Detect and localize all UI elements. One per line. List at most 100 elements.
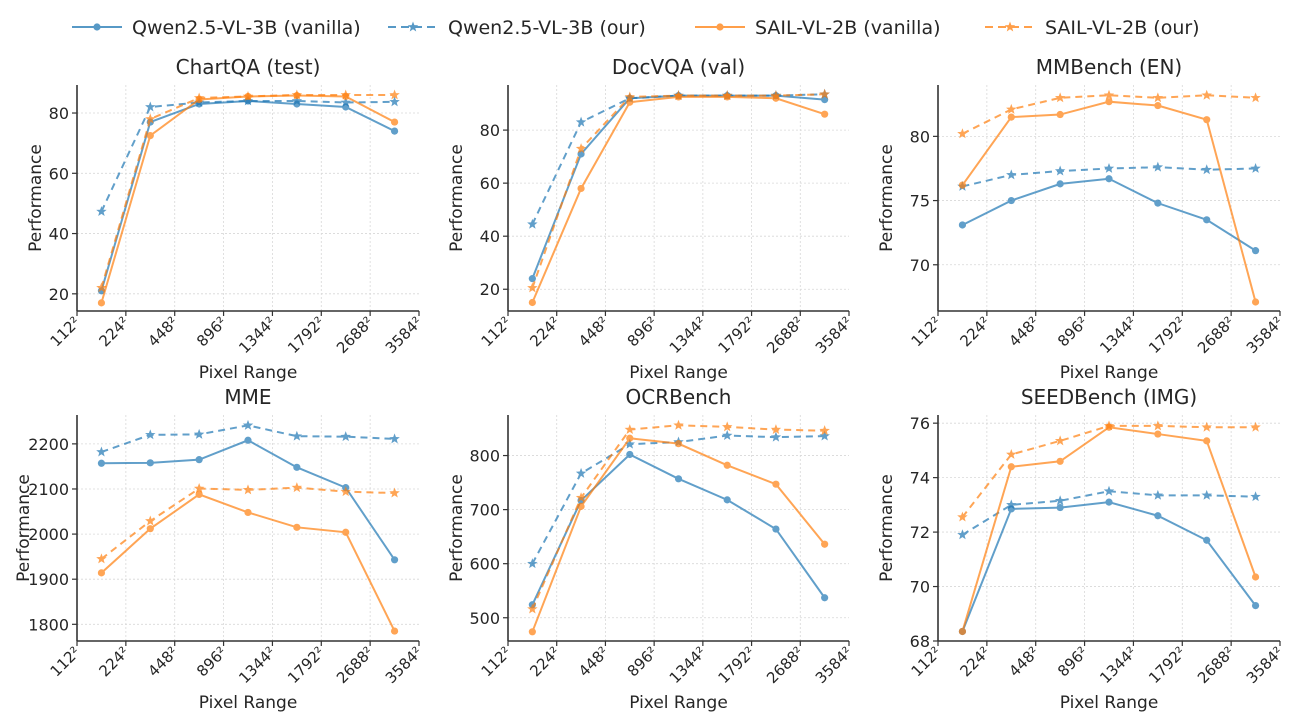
- y-axis-label: Performance: [877, 474, 897, 582]
- data-point: [624, 438, 636, 449]
- data-point: [242, 90, 254, 101]
- y-tick-label: 20: [49, 285, 69, 304]
- series-qwen2-5-vl-3b-vanilla: [97, 436, 399, 564]
- data-point: [1152, 92, 1164, 103]
- data-point: [291, 482, 303, 493]
- x-tick-label: 896²: [193, 313, 230, 350]
- data-point: [1007, 113, 1015, 121]
- legend-label: SAIL-VL-2B (our): [1045, 17, 1200, 39]
- data-point: [193, 428, 205, 439]
- x-tick-label: 1792²: [284, 643, 328, 687]
- data-point: [389, 89, 400, 100]
- series-line: [961, 490, 1256, 536]
- y-tick-label: 80: [480, 121, 500, 140]
- y-tick-label: 40: [49, 225, 69, 244]
- data-point: [723, 461, 731, 469]
- data-point: [1054, 92, 1066, 103]
- subplot-title: OCRBench: [626, 385, 732, 409]
- data-point: [195, 456, 203, 464]
- data-point: [96, 206, 107, 217]
- x-tick-label: 1344²: [666, 313, 710, 357]
- x-tick-label: 448²: [1005, 643, 1042, 680]
- x-tick-label: 112²: [47, 313, 84, 350]
- x-tick-label: 224²: [956, 313, 993, 350]
- series-line: [531, 95, 825, 303]
- subplot-mmbench-en: 112² 224² 448² 896² 1344² 1792² 2688² 3584² 70 75…: [877, 55, 1287, 383]
- x-tick-label: 2688²: [1194, 313, 1238, 357]
- data-point: [1154, 512, 1162, 520]
- series-qwen2-5-vl-3b-vanilla: [958, 498, 1260, 636]
- data-point: [1006, 499, 1017, 510]
- series-line: [531, 93, 825, 225]
- data-point: [291, 430, 303, 441]
- y-tick-label: 800: [469, 447, 500, 466]
- data-point: [195, 490, 203, 498]
- data-point: [626, 434, 634, 442]
- x-tick-label: 224²: [526, 643, 563, 680]
- y-axis-label: Performance: [26, 144, 46, 252]
- data-point: [1103, 162, 1115, 173]
- data-point: [1203, 216, 1211, 224]
- subplot-docvqa-val: 112² 224² 448² 896² 1344² 1792² 2688² 3584² 20 40…: [447, 55, 856, 383]
- x-tick-label: 896²: [624, 643, 661, 680]
- x-tick-label: 112²: [908, 313, 945, 350]
- x-axis-label: Pixel Range: [199, 363, 298, 383]
- y-tick-label: 2000: [28, 525, 69, 544]
- x-tick-label: 1344²: [1096, 643, 1140, 687]
- data-point: [1103, 89, 1115, 100]
- x-tick-label: 224²: [956, 643, 993, 680]
- data-point: [145, 515, 156, 526]
- x-tick-label: 224²: [95, 643, 132, 680]
- y-tick-label: 40: [480, 227, 500, 246]
- data-point: [957, 529, 968, 540]
- series-line: [100, 486, 395, 560]
- data-point: [1203, 116, 1211, 124]
- data-point: [145, 113, 156, 124]
- data-point: [1006, 448, 1017, 459]
- data-point: [721, 430, 733, 440]
- x-tick-label: 3584²: [382, 313, 426, 357]
- x-tick-label: 1792²: [1145, 643, 1189, 687]
- series-line: [531, 94, 825, 280]
- data-point: [673, 419, 684, 430]
- data-point: [721, 421, 733, 432]
- series-qwen2-5-vl-3b-vanilla: [528, 450, 829, 609]
- data-point: [390, 118, 399, 126]
- data-point: [772, 480, 780, 488]
- data-point: [340, 486, 351, 497]
- data-point: [1250, 92, 1261, 103]
- legend-entry: [985, 21, 1035, 32]
- series-qwen2-5-vl-3b-vanilla: [528, 92, 829, 283]
- legend-label: SAIL-VL-2B (vanilla): [755, 17, 941, 39]
- data-point: [624, 424, 636, 435]
- data-point: [1250, 491, 1261, 502]
- data-point: [626, 450, 634, 459]
- data-point: [1103, 485, 1115, 496]
- data-point: [1007, 196, 1015, 205]
- x-tick-label: 896²: [1054, 643, 1091, 680]
- x-tick-label: 896²: [193, 643, 230, 680]
- data-point: [673, 90, 684, 101]
- data-point: [1054, 165, 1066, 176]
- data-point: [291, 95, 303, 106]
- x-tick-label: 2688²: [333, 313, 377, 357]
- data-point: [1056, 110, 1064, 119]
- x-tick-label: 1792²: [714, 313, 758, 357]
- circle-marker-icon: [716, 23, 724, 31]
- x-tick-label: 1344²: [666, 643, 710, 687]
- data-point: [1152, 161, 1164, 172]
- x-axis-label: Pixel Range: [1060, 363, 1159, 383]
- series-qwen2-5-vl-3b-vanilla: [97, 97, 399, 295]
- x-tick-label: 1344²: [1096, 313, 1140, 357]
- data-point: [527, 282, 538, 293]
- x-tick-label: 224²: [526, 313, 563, 350]
- data-point: [721, 90, 733, 101]
- data-point: [1054, 495, 1066, 506]
- star-marker-icon: [1004, 21, 1016, 32]
- x-tick-label: 3584²: [812, 643, 856, 687]
- data-point: [340, 431, 351, 442]
- series-line: [961, 177, 1257, 252]
- data-point: [819, 425, 830, 436]
- subplot-title: ChartQA (test): [176, 55, 321, 79]
- series-sail-vl-2b-our: [527, 88, 830, 293]
